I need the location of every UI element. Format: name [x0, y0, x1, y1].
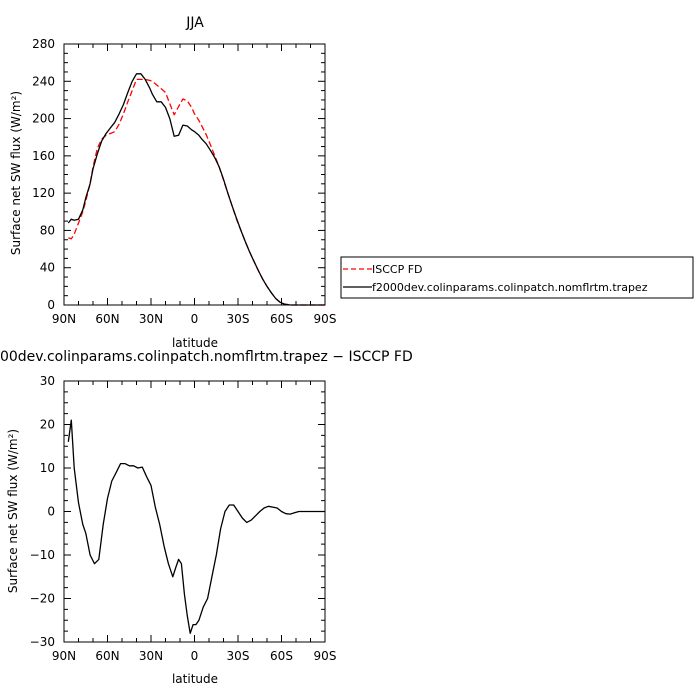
x-tick-label: 60S — [270, 649, 293, 663]
x-tick-label: 90S — [314, 312, 337, 326]
y-tick-label: 40 — [40, 261, 55, 275]
legend-label-isccp: ISCCP FD — [372, 263, 423, 276]
bottom-axis-ticks: 90N 60N 30N 0 30S 60S 90S −30 −20 −10 0 10 20 30 — [30, 374, 337, 663]
y-tick-label: 80 — [40, 223, 55, 237]
top-axis-ticks: 90N 60N 30N 0 30S 60S 90S 0 40 80 120 160 200 240 280 — [32, 37, 336, 326]
x-tick-label: 30N — [139, 649, 163, 663]
y-tick-label: 160 — [32, 149, 55, 163]
legend-label-model: f2000dev.colinparams.colinpatch.nomflrtm… — [372, 281, 648, 294]
x-tick-label: 90S — [314, 649, 337, 663]
bottom-plot-frame — [63, 380, 326, 643]
y-tick-label: 30 — [40, 374, 55, 388]
x-tick-label: 30S — [227, 649, 250, 663]
top-chart-title: JJA — [185, 15, 204, 31]
y-tick-label: −10 — [30, 548, 55, 562]
legend-frame — [340, 256, 694, 299]
y-tick-label: −30 — [30, 635, 55, 649]
x-tick-label: 0 — [191, 649, 199, 663]
x-tick-label: 60S — [270, 312, 293, 326]
series-line-1 — [68, 78, 325, 306]
y-tick-label: 280 — [32, 37, 55, 51]
y-tick-label: 120 — [32, 186, 55, 200]
top-series-lines — [67, 73, 325, 306]
bottom-chart-title: f2000dev.colinparams.colinpatch.nomflrtm… — [0, 349, 413, 365]
y-tick-label: −20 — [30, 592, 55, 606]
x-tick-label: 30N — [139, 312, 163, 326]
top-y-axis-label: Surface net SW flux (W/m²) — [9, 91, 23, 255]
top-plot-frame — [63, 43, 326, 306]
y-tick-label: 0 — [47, 298, 55, 312]
x-tick-label: 60N — [95, 649, 119, 663]
series-line-1 — [67, 419, 325, 634]
bottom-x-axis-label: latitude — [172, 672, 218, 686]
y-tick-label: 20 — [40, 418, 55, 432]
x-tick-label: 90N — [52, 312, 76, 326]
bottom-series-lines — [67, 419, 325, 634]
bottom-y-axis-label: Surface net SW flux (W/m²) — [6, 429, 20, 593]
x-tick-label: 30S — [227, 312, 250, 326]
y-tick-label: 10 — [40, 461, 55, 475]
x-tick-label: 60N — [95, 312, 119, 326]
y-tick-label: 0 — [47, 505, 55, 519]
legend: ISCCP FD f2000dev.colinparams.colinpatch… — [340, 256, 694, 299]
series-line-2 — [67, 73, 325, 306]
x-tick-label: 0 — [191, 312, 199, 326]
x-tick-label: 90N — [52, 649, 76, 663]
y-tick-label: 200 — [32, 112, 55, 126]
top-panel: JJA Surface net SW flux (W/m²) latitude … — [9, 15, 336, 350]
y-tick-label: 240 — [32, 74, 55, 88]
top-x-axis-label: latitude — [172, 336, 218, 350]
bottom-panel: f2000dev.colinparams.colinpatch.nomflrtm… — [0, 349, 413, 686]
